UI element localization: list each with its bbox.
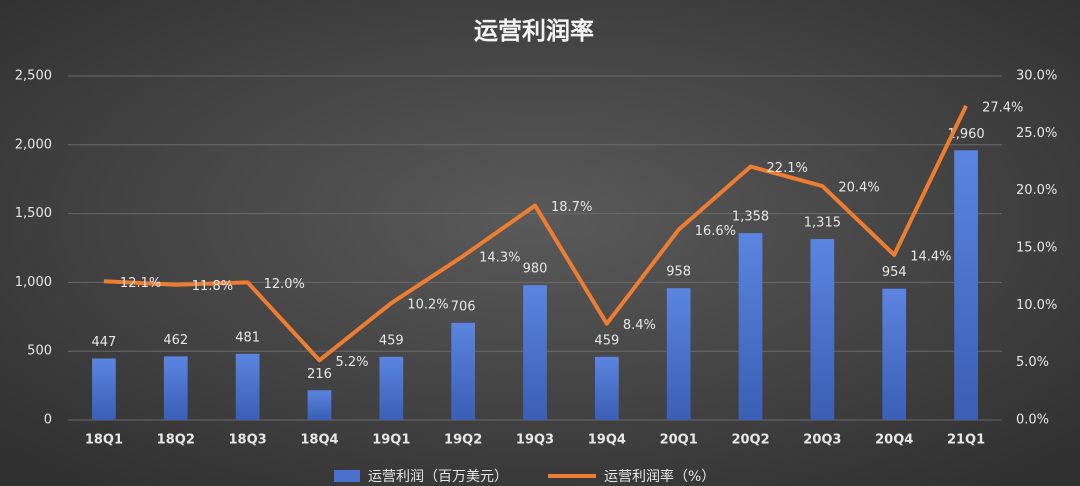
y2-tick-label: 20.0% (1016, 183, 1057, 198)
bar (307, 390, 332, 420)
line-value-label: 12.0% (264, 277, 305, 292)
bar-value-label: 459 (594, 333, 619, 348)
x-tick-label: 19Q2 (444, 433, 482, 448)
bar-value-label: 1,315 (804, 216, 841, 231)
bar-value-label: 980 (523, 262, 548, 277)
bar (954, 150, 978, 420)
bar-value-label: 958 (666, 265, 691, 280)
y2-tick-label: 15.0% (1016, 241, 1057, 256)
x-tick-label: 18Q2 (157, 433, 195, 448)
y-tick-label: 1,000 (15, 275, 52, 290)
bar-value-label: 706 (451, 299, 476, 314)
x-tick-label: 20Q1 (660, 433, 698, 448)
x-tick-label: 20Q4 (875, 433, 913, 448)
line-value-label: 11.8% (192, 279, 233, 294)
chart-title: 运营利润率 (474, 17, 594, 45)
x-tick-label: 19Q4 (588, 433, 626, 448)
bar-value-label: 1,358 (732, 210, 769, 225)
y-tick-label: 2,000 (15, 137, 52, 152)
bar (163, 356, 188, 420)
bar-value-label: 459 (379, 333, 404, 348)
bar (666, 288, 691, 420)
line-value-label: 10.2% (407, 298, 448, 313)
y-tick-label: 1,500 (15, 206, 52, 221)
line (103, 104, 968, 363)
y2-tick-label: 0.0% (1016, 413, 1049, 428)
bar (810, 239, 835, 420)
line-value-label: 27.4% (982, 100, 1023, 115)
y-tick-label: 2,500 (15, 69, 52, 84)
line-value-label: 12.1% (120, 276, 161, 291)
line-value-label: 18.7% (551, 200, 592, 215)
bar (594, 356, 619, 420)
line-value-label: 22.1% (767, 161, 808, 176)
x-tick-label: 21Q1 (947, 433, 985, 448)
legend-label: 运营利润率（%） (604, 468, 715, 485)
legend-label: 运营利润（百万美元） (368, 469, 508, 485)
y2-tick-label: 30.0% (1016, 69, 1057, 84)
y-tick-label: 0 (44, 413, 52, 428)
bar (235, 353, 260, 420)
line-value-label: 8.4% (623, 318, 656, 333)
bar-value-label: 1,960 (947, 127, 984, 142)
line-value-label: 20.4% (838, 181, 879, 196)
bar (92, 358, 116, 420)
bar-value-label: 481 (235, 330, 260, 345)
bar (882, 288, 907, 420)
legend-swatch (334, 470, 360, 482)
bar-value-label: 462 (163, 333, 188, 348)
y2-tick-label: 5.0% (1016, 355, 1049, 370)
x-tick-label: 18Q4 (300, 433, 338, 448)
y2-tick-label: 25.0% (1016, 126, 1057, 141)
bar-value-label: 447 (92, 335, 117, 350)
bar (738, 233, 763, 420)
line-value-label: 5.2% (335, 355, 368, 370)
x-tick-label: 19Q1 (372, 433, 410, 448)
line-value-label: 14.4% (910, 249, 951, 264)
x-tick-label: 18Q3 (229, 433, 267, 448)
x-tick-label: 20Q2 (731, 433, 769, 448)
y-tick-label: 500 (27, 344, 52, 359)
bar-value-label: 954 (882, 265, 907, 280)
x-tick-label: 18Q1 (85, 433, 123, 448)
line-value-label: 16.6% (695, 224, 736, 239)
bar (451, 322, 476, 420)
x-tick-label: 19Q3 (516, 433, 554, 448)
bar (379, 356, 404, 420)
bar (523, 285, 547, 420)
bar-value-label: 216 (307, 367, 332, 382)
y2-tick-label: 10.0% (1016, 298, 1057, 313)
x-tick-label: 20Q3 (803, 433, 841, 448)
line-value-label: 14.3% (479, 251, 520, 266)
